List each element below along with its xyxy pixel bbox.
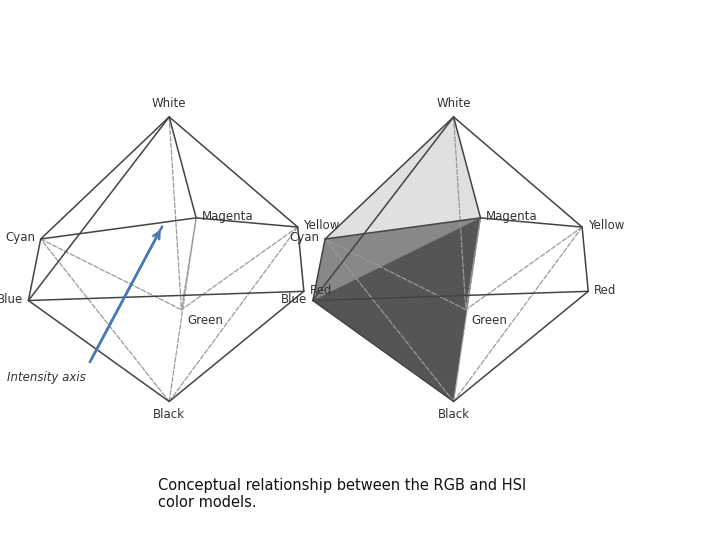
Text: Magenta: Magenta [202, 210, 253, 224]
Text: Yellow: Yellow [588, 219, 624, 233]
Text: Cyan: Cyan [289, 232, 320, 245]
Polygon shape [312, 218, 480, 402]
Text: Green: Green [187, 314, 223, 327]
Text: Intensity axis: Intensity axis [7, 372, 86, 384]
Text: Blue: Blue [281, 293, 307, 306]
Text: White: White [436, 97, 471, 110]
Text: White: White [152, 97, 186, 110]
Polygon shape [325, 117, 480, 239]
Text: Cyan: Cyan [5, 232, 35, 245]
Polygon shape [325, 117, 480, 239]
Text: Black: Black [153, 408, 185, 421]
Text: Magenta: Magenta [486, 210, 538, 224]
Text: Red: Red [310, 284, 332, 297]
Polygon shape [325, 117, 480, 239]
Text: Conceptual relationship between the RGB and HSI
color models.: Conceptual relationship between the RGB … [158, 478, 526, 510]
Text: Green: Green [472, 314, 508, 327]
Polygon shape [312, 218, 480, 402]
Text: Yellow: Yellow [304, 219, 340, 233]
Text: Black: Black [438, 408, 469, 421]
Text: Red: Red [594, 284, 616, 297]
Text: Blue: Blue [0, 293, 22, 306]
